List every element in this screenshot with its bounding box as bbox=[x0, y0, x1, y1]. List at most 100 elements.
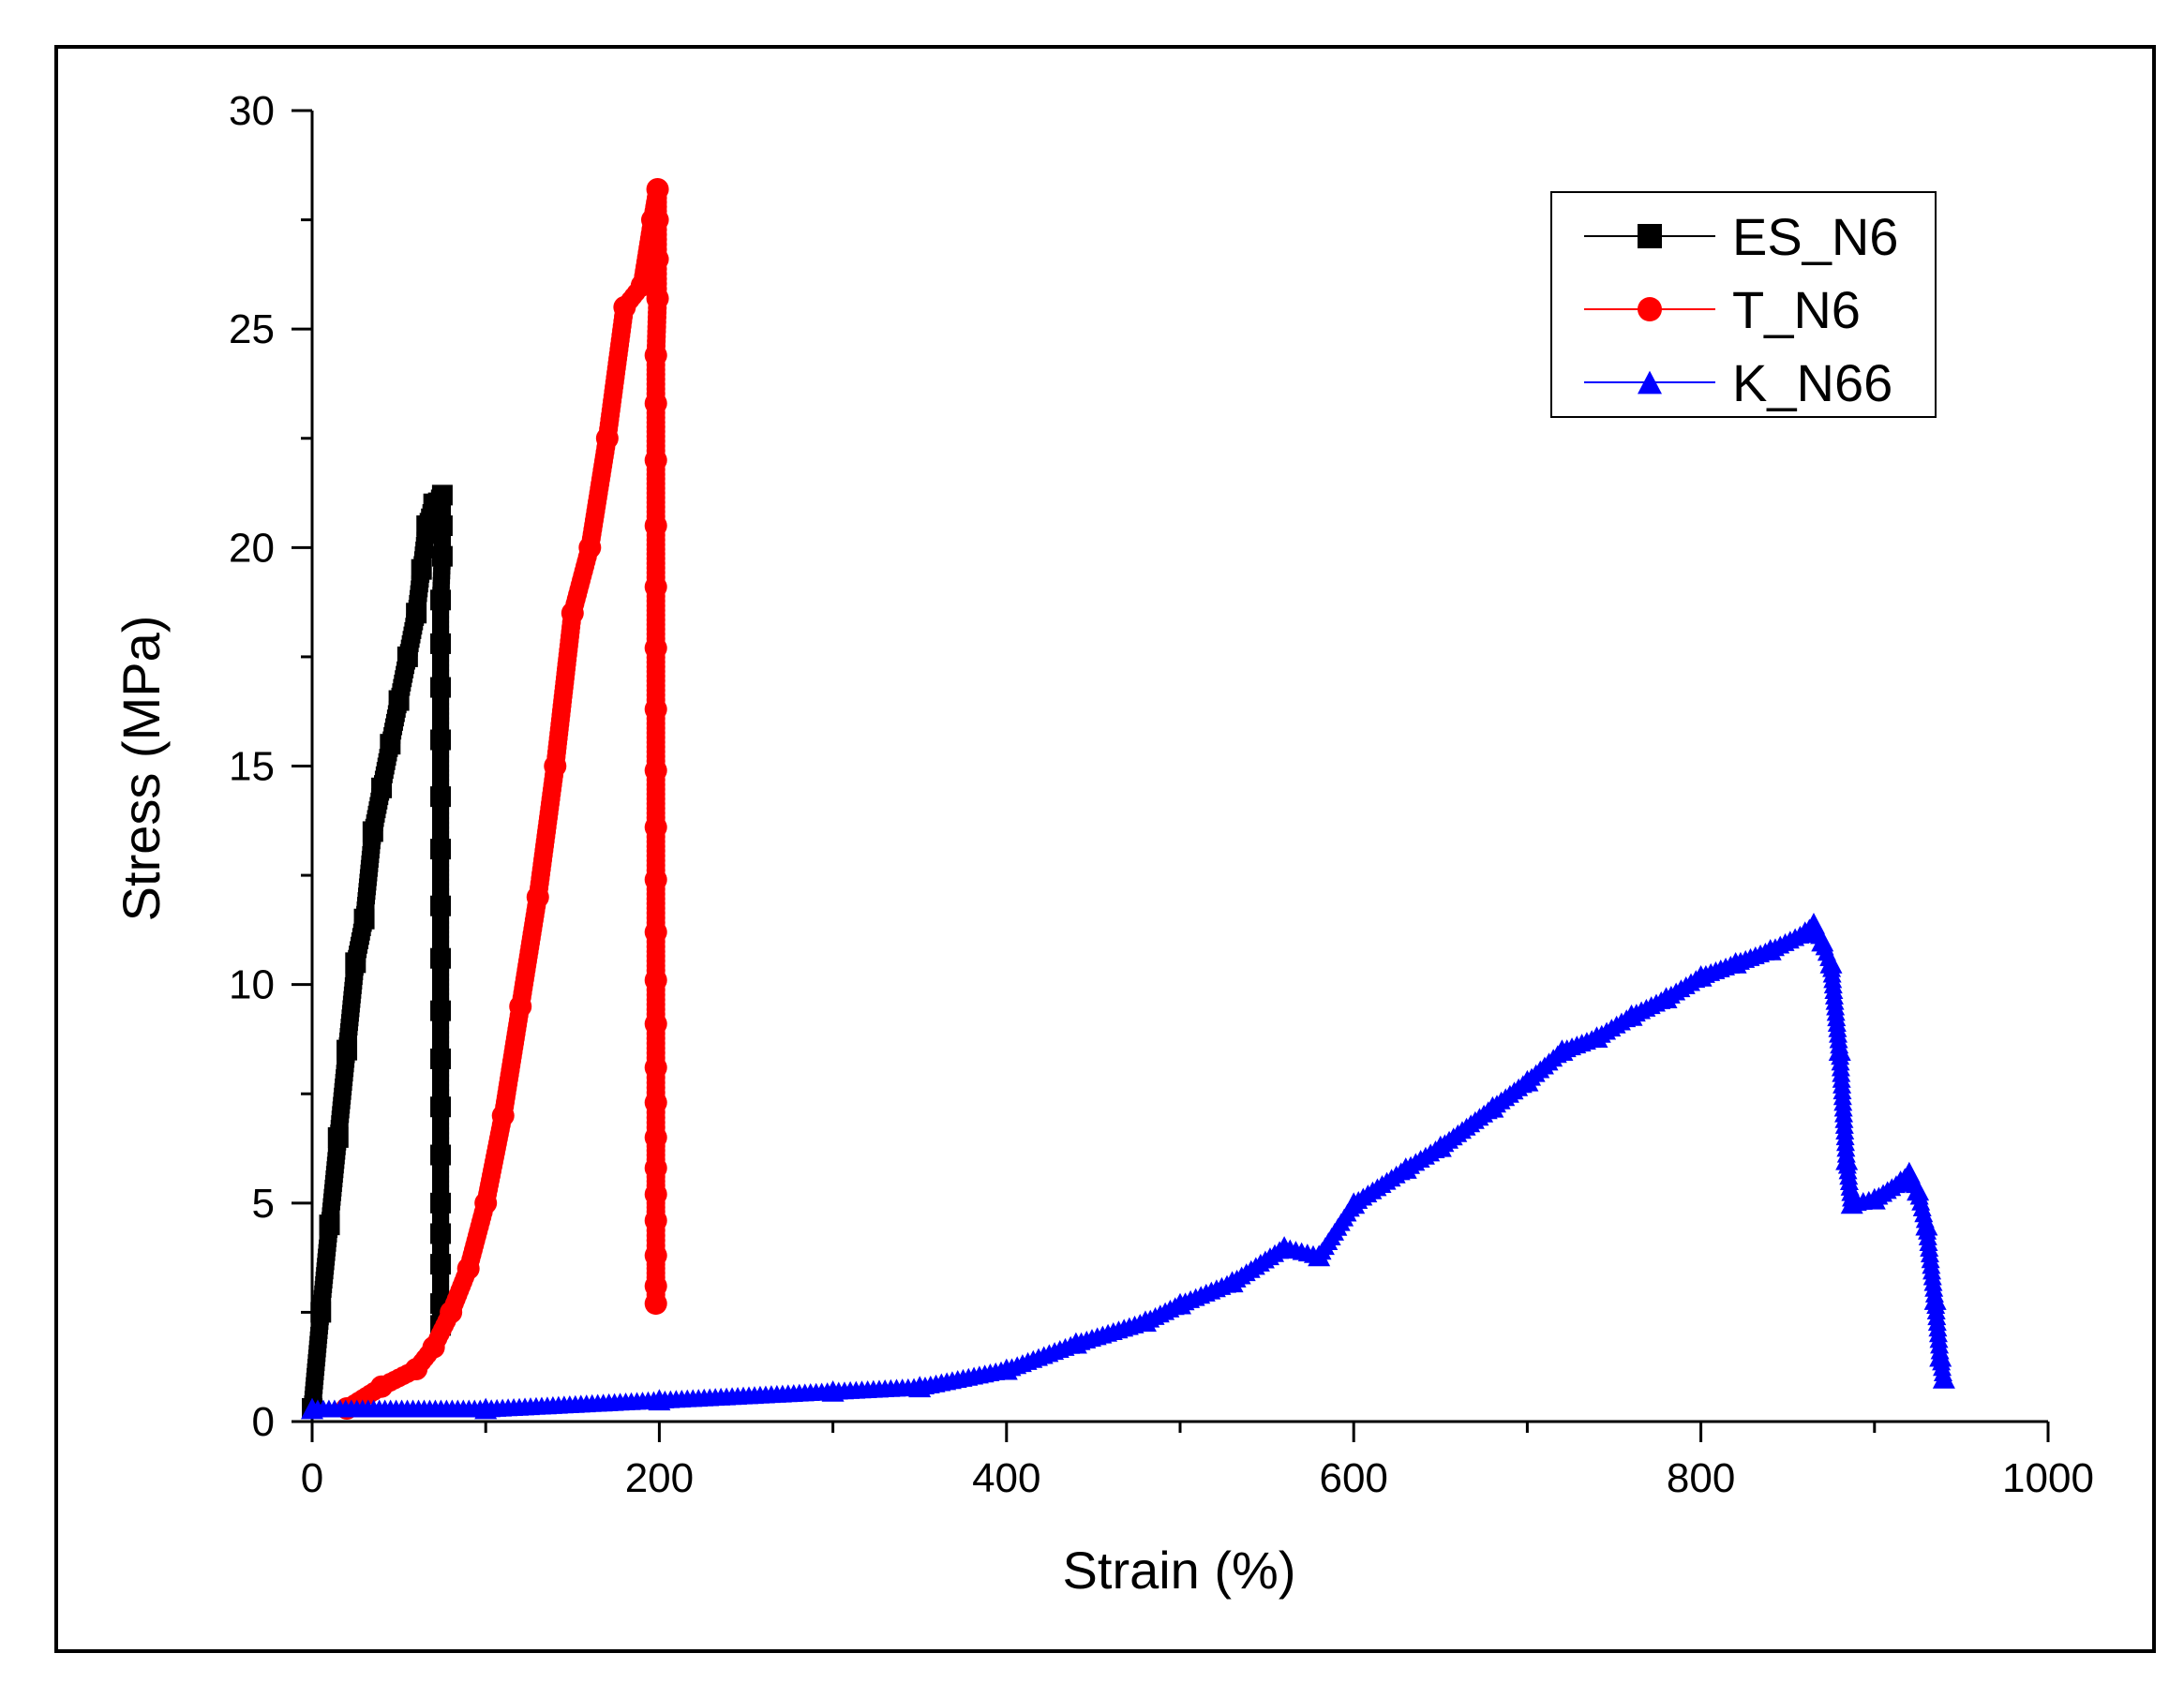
legend: ES_N6 T_N6 K_N66 bbox=[1550, 191, 1937, 418]
data-point bbox=[561, 602, 584, 625]
data-point bbox=[644, 1125, 667, 1149]
data-point bbox=[319, 1214, 340, 1236]
x-tick-label: 0 bbox=[301, 1455, 323, 1501]
data-point bbox=[644, 1183, 667, 1206]
data-point bbox=[644, 636, 667, 660]
series-layer bbox=[301, 177, 1955, 1421]
data-point bbox=[430, 839, 452, 860]
data-point bbox=[908, 1376, 932, 1398]
x-tick-label: 600 bbox=[1319, 1455, 1387, 1501]
legend-label: K_N66 bbox=[1732, 353, 1892, 412]
data-point bbox=[1819, 951, 1843, 974]
data-point bbox=[630, 274, 653, 297]
data-point bbox=[644, 1274, 667, 1298]
data-point bbox=[1308, 1244, 1331, 1267]
legend-marker bbox=[1638, 224, 1662, 248]
x-tick-label: 200 bbox=[625, 1455, 694, 1501]
data-point bbox=[430, 589, 452, 611]
legend-marker bbox=[1638, 370, 1662, 395]
legend-entry: ES_N6 bbox=[1584, 207, 1898, 266]
data-point bbox=[371, 777, 393, 798]
data-point bbox=[644, 920, 667, 944]
data-point bbox=[1585, 1026, 1608, 1049]
data-point bbox=[1169, 1292, 1191, 1315]
data-point bbox=[416, 515, 438, 537]
data-point bbox=[327, 1126, 349, 1148]
data-point bbox=[1429, 1135, 1452, 1157]
legend-label: ES_N6 bbox=[1732, 207, 1898, 266]
data-point bbox=[430, 1192, 452, 1214]
data-point bbox=[388, 690, 410, 711]
data-point bbox=[1273, 1236, 1296, 1258]
data-point bbox=[430, 729, 452, 751]
data-point bbox=[430, 947, 452, 969]
data-point bbox=[431, 484, 453, 506]
data-point bbox=[644, 575, 667, 599]
data-point bbox=[648, 1389, 671, 1411]
data-point bbox=[310, 1302, 332, 1323]
legend-box bbox=[1550, 191, 1937, 418]
x-axis-title: Strain (%) bbox=[1063, 1541, 1296, 1600]
data-point bbox=[337, 1039, 358, 1061]
data-point bbox=[430, 1000, 452, 1021]
y-axis-ticks: 0 5 10 15 20 25 30 bbox=[229, 88, 312, 1445]
legend-entry: T_N6 bbox=[1584, 280, 1861, 339]
data-point bbox=[644, 1209, 667, 1232]
data-point bbox=[1550, 1039, 1574, 1062]
data-point bbox=[430, 1223, 452, 1244]
data-point bbox=[406, 603, 427, 624]
data-point bbox=[1394, 1157, 1417, 1179]
data-point bbox=[1802, 912, 1825, 934]
data-point bbox=[644, 1156, 667, 1180]
legend-label: T_N6 bbox=[1732, 280, 1861, 339]
data-point bbox=[646, 247, 669, 271]
data-point bbox=[430, 895, 452, 916]
y-tick-label: 20 bbox=[229, 525, 275, 571]
data-point bbox=[644, 344, 667, 367]
data-point bbox=[644, 697, 667, 721]
data-point bbox=[526, 886, 549, 909]
x-tick-label: 1000 bbox=[2002, 1455, 2094, 1501]
data-point bbox=[1923, 1288, 1947, 1310]
data-point bbox=[370, 1375, 394, 1398]
data-point bbox=[644, 1091, 667, 1114]
data-point bbox=[1932, 1366, 1955, 1389]
data-point bbox=[644, 1244, 667, 1267]
data-point bbox=[644, 1012, 667, 1035]
data-point bbox=[430, 633, 452, 654]
data-point bbox=[430, 786, 452, 808]
data-point bbox=[644, 1292, 667, 1316]
data-point bbox=[411, 559, 432, 580]
data-point bbox=[1929, 1345, 1952, 1367]
data-point bbox=[646, 177, 669, 201]
data-point bbox=[430, 677, 452, 698]
data-point bbox=[544, 754, 567, 778]
data-point bbox=[646, 208, 669, 231]
data-point bbox=[578, 536, 602, 559]
data-point bbox=[1840, 1192, 1863, 1214]
data-point bbox=[456, 1257, 480, 1280]
data-point bbox=[430, 1144, 452, 1166]
data-point bbox=[821, 1379, 845, 1402]
data-point bbox=[644, 392, 667, 415]
data-point bbox=[1342, 1192, 1366, 1214]
data-point bbox=[353, 908, 375, 930]
data-point bbox=[644, 815, 667, 839]
data-point bbox=[430, 1096, 452, 1118]
data-point bbox=[1620, 1004, 1643, 1026]
data-point bbox=[1220, 1271, 1244, 1293]
y-tick-label: 0 bbox=[252, 1399, 275, 1445]
data-point bbox=[1689, 964, 1713, 987]
data-point bbox=[644, 969, 667, 992]
data-point bbox=[396, 646, 418, 667]
data-point bbox=[1828, 1039, 1851, 1062]
data-point bbox=[362, 821, 383, 842]
data-point bbox=[646, 287, 669, 310]
data-point bbox=[644, 449, 667, 472]
data-point bbox=[430, 1048, 452, 1069]
data-point bbox=[1811, 930, 1834, 952]
data-point bbox=[422, 1335, 445, 1359]
data-point bbox=[509, 994, 532, 1018]
data-point bbox=[595, 426, 619, 450]
data-point bbox=[405, 1358, 428, 1381]
